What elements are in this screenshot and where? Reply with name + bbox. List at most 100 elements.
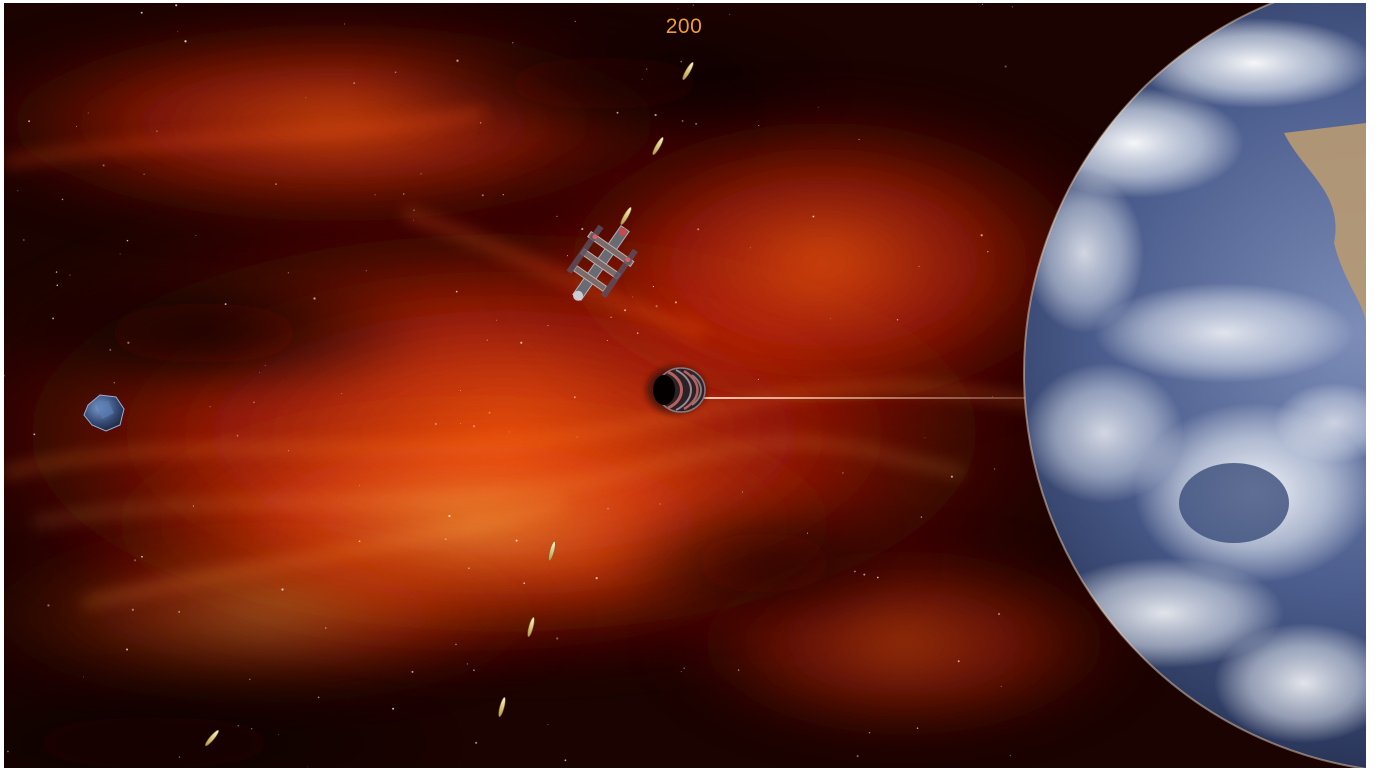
star — [997, 612, 1001, 616]
star — [209, 406, 211, 408]
star — [448, 514, 451, 518]
star — [987, 250, 989, 253]
star — [481, 194, 484, 197]
star — [830, 317, 832, 319]
star — [394, 71, 397, 74]
star — [460, 389, 461, 391]
star — [358, 484, 360, 486]
star — [876, 576, 879, 579]
star — [1011, 6, 1013, 8]
game-scene — [4, 3, 1366, 768]
star — [365, 270, 367, 272]
star — [156, 130, 158, 132]
star — [178, 611, 180, 613]
star — [680, 671, 682, 673]
star — [737, 669, 740, 671]
star — [486, 339, 488, 341]
star — [729, 13, 731, 15]
star — [495, 319, 497, 321]
star — [140, 11, 143, 14]
star — [641, 78, 643, 80]
star — [434, 423, 437, 425]
star — [581, 227, 584, 231]
missile — [620, 206, 632, 226]
star — [806, 532, 809, 534]
player-spaceship — [566, 224, 638, 301]
star — [420, 173, 422, 175]
star — [313, 297, 316, 300]
star — [325, 627, 327, 629]
star — [143, 173, 145, 176]
star — [680, 60, 682, 63]
enemy-pod-ship — [646, 366, 706, 414]
star — [237, 725, 239, 727]
star — [595, 576, 598, 580]
star — [33, 433, 36, 436]
star — [1009, 754, 1012, 757]
star — [175, 4, 178, 7]
missile — [527, 617, 535, 637]
star — [547, 724, 549, 725]
star — [654, 113, 657, 117]
star — [655, 305, 658, 308]
star — [113, 382, 116, 384]
star — [547, 325, 549, 326]
star — [472, 425, 476, 428]
star — [896, 319, 899, 321]
star — [576, 436, 578, 438]
star — [344, 23, 345, 25]
star — [87, 112, 89, 114]
star — [251, 728, 253, 730]
star — [69, 274, 71, 276]
star — [459, 422, 461, 424]
star — [574, 20, 576, 23]
star — [957, 660, 960, 663]
star — [134, 559, 137, 562]
star — [413, 219, 414, 221]
star — [4, 374, 5, 377]
star — [916, 727, 919, 729]
star — [564, 759, 567, 762]
star — [980, 234, 983, 237]
missile — [682, 61, 694, 81]
star — [126, 239, 129, 242]
star — [288, 450, 290, 452]
star — [177, 31, 179, 33]
star — [758, 124, 760, 127]
star — [854, 570, 856, 573]
star — [413, 209, 415, 212]
star — [1004, 65, 1007, 68]
star — [645, 68, 648, 70]
star — [353, 82, 356, 85]
star — [757, 378, 759, 381]
star — [119, 253, 121, 255]
star — [556, 637, 559, 640]
star — [695, 123, 697, 125]
star — [258, 372, 260, 373]
game-viewport[interactable]: 200 — [4, 3, 1366, 768]
star — [249, 678, 251, 681]
star — [411, 670, 414, 673]
missile — [498, 697, 506, 717]
star — [56, 284, 59, 287]
star — [812, 215, 815, 218]
missile — [652, 136, 664, 156]
star — [636, 332, 639, 334]
star — [479, 122, 482, 124]
star — [842, 472, 844, 474]
star — [102, 164, 105, 167]
earth-planet — [1023, 3, 1366, 768]
star — [195, 235, 197, 237]
star — [624, 309, 627, 312]
star — [109, 348, 112, 351]
star — [83, 676, 84, 678]
star — [455, 643, 457, 646]
star — [683, 667, 685, 669]
star — [253, 401, 255, 404]
star — [141, 555, 143, 558]
star — [674, 301, 677, 304]
star — [455, 290, 458, 293]
star — [473, 669, 475, 672]
star — [856, 755, 859, 758]
star — [47, 604, 50, 607]
